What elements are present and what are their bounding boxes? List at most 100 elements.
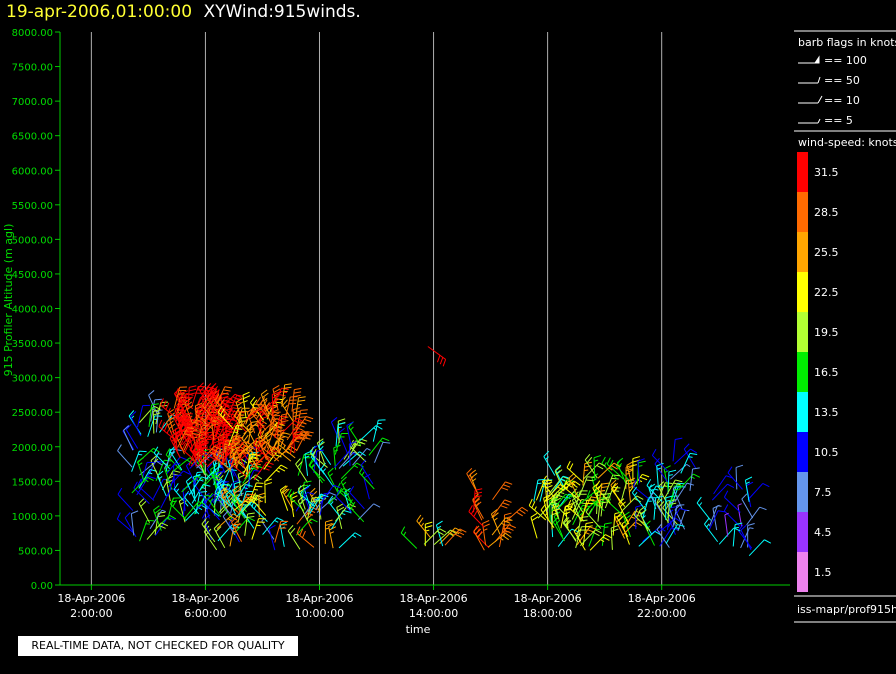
wind-barb (230, 409, 247, 433)
barb-shaft (711, 483, 728, 501)
barb-shaft (152, 411, 155, 434)
barb-flag-10 (260, 430, 265, 438)
barb-shaft (140, 462, 148, 484)
barb-flag-5 (157, 453, 163, 455)
wind-barb (468, 505, 485, 528)
barb-shaft (230, 416, 247, 433)
barb-flag-10 (735, 464, 744, 468)
wind-barb (708, 510, 726, 531)
barb-flag-10 (626, 461, 634, 466)
wind-barb (296, 506, 318, 525)
barb-flag-10 (272, 395, 280, 399)
barb-flag-5 (249, 503, 254, 507)
wind-barb (200, 391, 212, 417)
wind-barb (242, 391, 251, 417)
wind-barb (605, 493, 623, 516)
speed-label-1: 28.5 (814, 206, 839, 219)
barb-flag-10 (336, 503, 344, 508)
wind-barb (473, 488, 483, 513)
barb-flag-10 (727, 466, 733, 474)
barb-flag-10 (212, 418, 220, 422)
wind-barb (124, 512, 137, 538)
barb-flag-10 (646, 478, 652, 486)
barb-flag-10 (290, 491, 295, 499)
wind-barb (217, 418, 235, 440)
barb-flag-10 (328, 495, 334, 503)
barb-flag-10 (204, 401, 210, 409)
barb-shaft (678, 473, 694, 491)
barb-flag-10 (208, 455, 216, 460)
barb-shaft (174, 428, 178, 452)
barb-flag-10 (544, 479, 552, 482)
barb-shaft (567, 506, 585, 522)
wind-barb (610, 525, 619, 550)
barb-flag-10 (260, 396, 266, 404)
barb-flag-10 (654, 458, 660, 465)
barb-shaft (251, 518, 260, 540)
wind-barb (155, 409, 163, 433)
barb-flag-10 (220, 486, 228, 492)
barb-flag-10 (224, 386, 233, 389)
barb-flag-10 (503, 524, 511, 526)
barb-flag-10 (255, 397, 261, 404)
barb-shaft (622, 519, 639, 536)
barb-flag-5 (499, 537, 504, 541)
wind-barb (149, 509, 166, 530)
barb-shaft (150, 399, 156, 422)
barb-flag-5 (688, 456, 693, 458)
wind-barb (199, 474, 222, 492)
barb-shaft (318, 497, 322, 520)
barb-flag-10 (521, 506, 529, 512)
barb-flag-10 (195, 402, 203, 407)
barb-flag-10 (280, 396, 286, 403)
barb-flag-10 (382, 441, 391, 444)
barb-flag-10 (609, 459, 614, 467)
barb-shaft (302, 490, 311, 513)
barb-shaft (260, 394, 270, 415)
barb-flag-10 (747, 523, 755, 526)
barb-shaft (295, 463, 308, 483)
barb-flag-5 (552, 513, 557, 515)
wind-barb (184, 501, 206, 519)
barb-flag-5 (330, 501, 334, 505)
wind-barb (131, 450, 147, 472)
wind-barb (231, 516, 243, 542)
barb-shaft (335, 496, 352, 513)
y-tick-label-1: 500.00 (18, 546, 53, 557)
barb-flag-10 (612, 482, 619, 489)
barb-flag-10 (442, 359, 447, 367)
barb-flag-10 (214, 485, 219, 493)
barb-flag-5 (608, 467, 613, 471)
barb-flag-10 (602, 536, 610, 541)
barb-shaft (242, 454, 254, 475)
barb-shaft (136, 476, 150, 496)
barb-flag-10 (206, 404, 212, 412)
barb-flag-5 (263, 398, 268, 402)
barb-shaft (197, 407, 205, 430)
wind-barb (130, 510, 139, 536)
barb-flag-10 (195, 406, 203, 410)
barb-flag-10 (151, 403, 159, 406)
barb-flag-10 (203, 520, 209, 528)
barb-shaft (535, 479, 546, 501)
wind-barb (244, 512, 255, 536)
barb-shaft (667, 508, 681, 528)
barb-shaft (587, 497, 600, 517)
barb-shaft (435, 524, 444, 547)
barb-flag-10 (304, 418, 312, 423)
wind-barb (646, 478, 663, 502)
barb-flag-10 (554, 497, 562, 503)
wind-barb (293, 416, 314, 435)
barb-flag-10 (471, 472, 478, 479)
barb-shaft (231, 500, 246, 519)
wind-barb (545, 491, 565, 512)
wind-barb (139, 519, 155, 542)
barb-shaft (468, 511, 485, 528)
barb-flag-10 (166, 417, 173, 423)
barb-shaft (241, 407, 255, 427)
wind-barb (498, 524, 511, 548)
barb-shaft (168, 470, 184, 488)
x-ticks: 18-Apr-2006 2:00:00 18-Apr-2006 6:00:00 18-A… (57, 585, 696, 620)
barb-flag-10 (204, 397, 211, 404)
wind-barb (349, 486, 365, 510)
